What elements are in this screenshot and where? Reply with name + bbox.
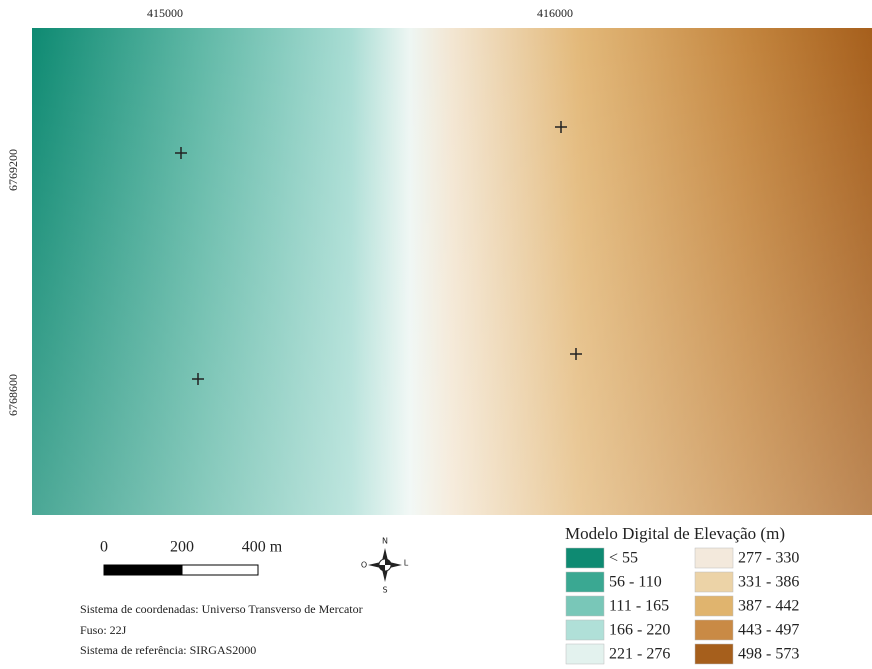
legend-swatch [695,548,733,568]
compass-o: O [361,561,367,570]
map-page: 415000 416000 6769200 6768600 0 200 400 … [0,0,872,669]
scale-label: 400 m [242,539,283,556]
legend-swatch [695,596,733,616]
x-coord-label: 415000 [147,6,183,20]
legend-title: Modelo Digital de Elevação (m) [565,524,785,543]
info-line: Fuso: 22J [80,623,127,637]
scale-bar-black [104,565,182,575]
scale-label: 200 [170,539,194,556]
compass-l: L [404,559,409,568]
scale-label: 0 [100,539,108,556]
legend-label: 331 - 386 [738,574,799,591]
legend-label: 56 - 110 [609,574,662,591]
legend-label: 498 - 573 [738,646,799,663]
legend-label: 387 - 442 [738,598,799,615]
legend-swatch [695,620,733,640]
legend-label: 166 - 220 [609,622,670,639]
legend-swatch [566,620,604,640]
y-coord-label: 6768600 [6,374,20,416]
raster-shade [32,28,872,515]
legend-label: 443 - 497 [738,622,799,639]
scale-bar-white [182,565,258,575]
info-line: Sistema de referência: SIRGAS2000 [80,643,256,657]
legend-label: 111 - 165 [609,598,669,615]
y-coord-label: 6769200 [6,149,20,191]
legend-label: 221 - 276 [609,646,670,663]
x-coord-label: 416000 [537,6,573,20]
compass-n: N [382,537,388,546]
info-line: Sistema de coordenadas: Universo Transve… [80,602,363,616]
compass: N S O L [361,537,409,595]
legend-swatch [695,644,733,664]
legend-swatch [566,548,604,568]
legend-swatch [695,572,733,592]
compass-s: S [382,586,387,595]
legend-swatch [566,596,604,616]
legend: < 55 56 - 110 111 - 165 166 - 220 221 - 276 2… [566,548,799,664]
legend-label: 277 - 330 [738,550,799,567]
legend-swatch [566,572,604,592]
legend-swatch [566,644,604,664]
legend-label: < 55 [609,550,638,567]
